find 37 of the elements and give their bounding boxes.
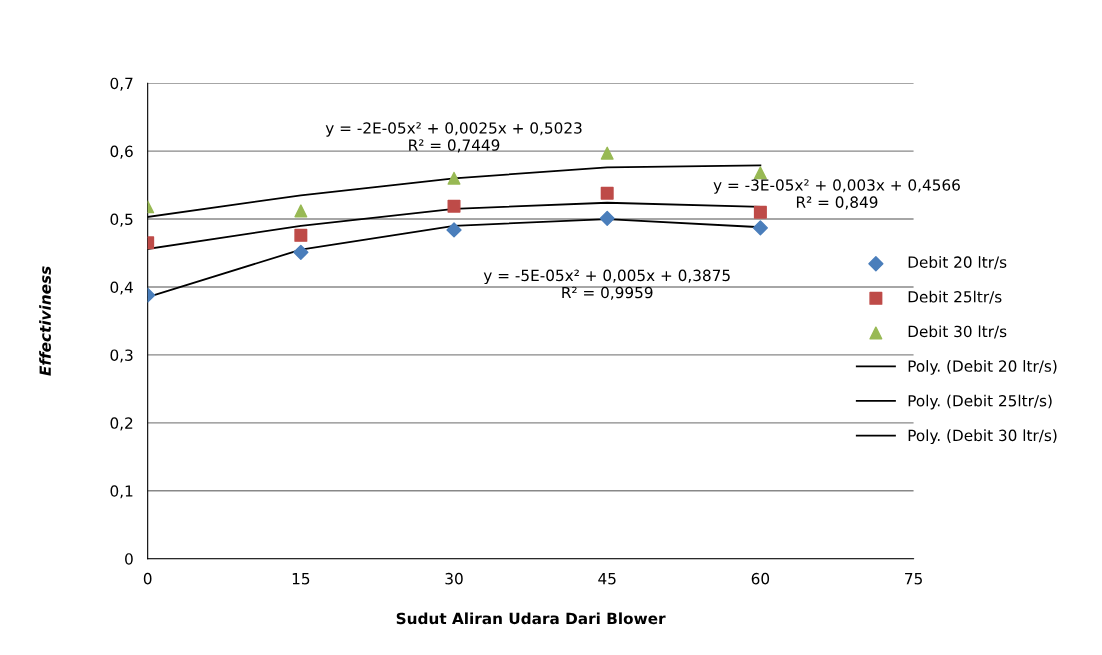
point [447, 171, 461, 185]
annotation: y = -3E-05x² + 0,003x + 0,4566 R² = 0,849 [713, 179, 960, 210]
y-tick-label: 0,4 [110, 281, 133, 295]
y-tick-label: 0,1 [110, 485, 133, 499]
x-tick-label: 60 [751, 572, 770, 585]
y-tick-label: 0,2 [110, 417, 133, 431]
legend-label: Poly. (Debit 30 ltr/s) [908, 429, 1057, 445]
y-tick-label: 0,5 [110, 213, 133, 227]
annotation: y = -2E-05x² + 0,0025x + 0,5023 R² = 0,7449 [325, 122, 582, 153]
legend-label: Debit 30 ltr/s [908, 325, 1007, 339]
y-axis-title: Effectiviness [39, 266, 51, 376]
point [599, 210, 615, 227]
point [294, 228, 308, 242]
x-tick-label: 15 [292, 573, 310, 585]
annotation: y = -5E-05x² + 0,005x + 0,3875 R² = 0,9959 [483, 269, 730, 300]
point [294, 204, 308, 218]
y-tick-label: 0,6 [110, 145, 133, 159]
point [293, 244, 309, 260]
legend-label: Poly. (Debit 20 ltr/s) [908, 360, 1057, 375]
y-tick-label: 0,7 [110, 77, 133, 91]
x-tick-label: 0 [143, 572, 152, 585]
legend-label: Debit 25ltr/s [908, 290, 1002, 304]
point [447, 199, 461, 213]
legend-label: Debit 20 ltr/s [908, 256, 1007, 270]
point [600, 146, 614, 160]
y-tick-label: 0,3 [110, 349, 133, 363]
point [753, 205, 767, 219]
point [752, 220, 769, 236]
x-tick-label: 45 [598, 573, 616, 585]
y-tick-label: 0 [125, 553, 133, 565]
point [600, 186, 614, 200]
point [446, 222, 462, 238]
x-tick-label: 30 [445, 572, 463, 585]
x-tick-label: 75 [905, 573, 922, 585]
legend-label: Poly. (Debit 25ltr/s) [908, 394, 1052, 410]
point [753, 166, 767, 180]
x-axis-title: Sudut Aliran Udara Dari Blower [396, 612, 666, 625]
